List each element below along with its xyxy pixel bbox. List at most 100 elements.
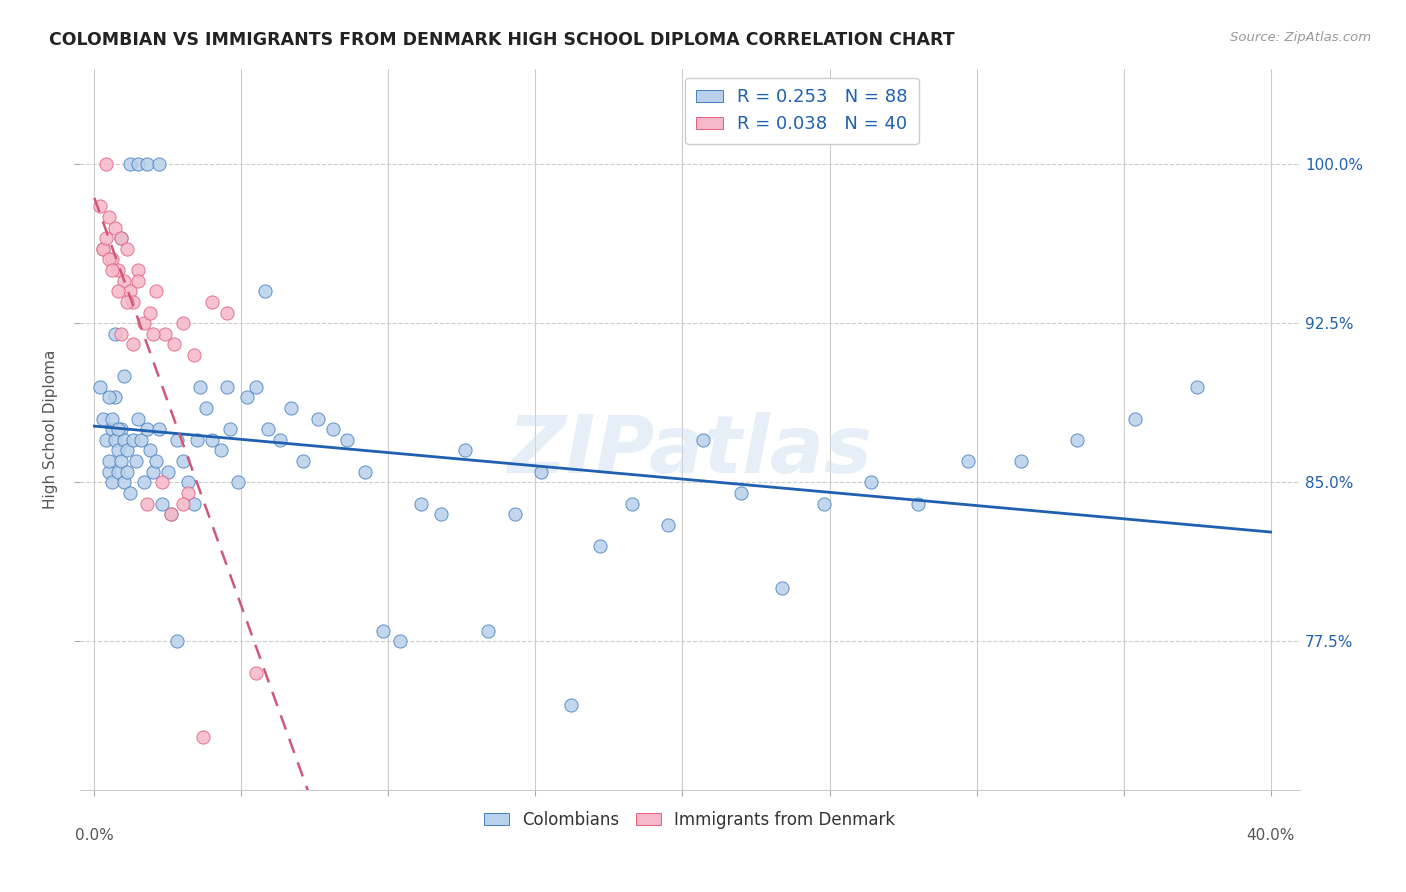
Text: Source: ZipAtlas.com: Source: ZipAtlas.com: [1230, 31, 1371, 45]
Point: [907, 496, 929, 510]
Point: [127, 263, 149, 277]
Y-axis label: High School Diploma: High School Diploma: [44, 350, 58, 509]
Point: [159, 507, 181, 521]
Point: [107, 443, 129, 458]
Point: [336, 433, 359, 447]
Point: [280, 401, 302, 415]
Point: [269, 433, 291, 447]
Point: [121, 433, 143, 447]
Point: [150, 496, 173, 510]
Point: [121, 337, 143, 351]
Point: [191, 730, 214, 744]
Point: [91, 242, 114, 256]
Point: [112, 475, 135, 490]
Point: [91, 242, 114, 256]
Point: [195, 401, 218, 415]
Point: [730, 486, 752, 500]
Point: [98, 210, 121, 224]
Point: [530, 465, 553, 479]
Point: [657, 517, 679, 532]
Point: [156, 465, 179, 479]
Point: [257, 422, 280, 436]
Point: [354, 465, 377, 479]
Point: [110, 422, 132, 436]
Point: [236, 391, 259, 405]
Point: [153, 326, 176, 341]
Point: [107, 285, 129, 299]
Point: [454, 443, 477, 458]
Point: [150, 475, 173, 490]
Point: [621, 496, 644, 510]
Point: [148, 422, 170, 436]
Point: [101, 252, 124, 267]
Point: [121, 294, 143, 309]
Point: [112, 369, 135, 384]
Point: [104, 391, 127, 405]
Point: [1010, 454, 1032, 468]
Point: [101, 475, 124, 490]
Point: [110, 326, 132, 341]
Point: [1066, 433, 1088, 447]
Point: [112, 433, 135, 447]
Point: [134, 316, 156, 330]
Point: [136, 496, 159, 510]
Point: [253, 285, 276, 299]
Point: [772, 582, 794, 596]
Point: [101, 422, 124, 436]
Text: 40.0%: 40.0%: [1247, 828, 1295, 843]
Point: [228, 475, 250, 490]
Point: [89, 199, 111, 213]
Point: [98, 454, 121, 468]
Point: [186, 433, 208, 447]
Point: [692, 433, 714, 447]
Point: [94, 157, 117, 171]
Point: [245, 380, 267, 394]
Point: [110, 231, 132, 245]
Point: [218, 422, 240, 436]
Point: [430, 507, 453, 521]
Point: [91, 411, 114, 425]
Point: [1185, 380, 1208, 394]
Point: [104, 326, 127, 341]
Point: [98, 391, 121, 405]
Point: [371, 624, 394, 638]
Point: [115, 294, 138, 309]
Point: [98, 465, 121, 479]
Point: [307, 411, 329, 425]
Point: [148, 157, 170, 171]
Point: [142, 465, 165, 479]
Point: [183, 348, 205, 362]
Point: [201, 433, 224, 447]
Point: [115, 465, 138, 479]
Point: [209, 443, 232, 458]
Point: [245, 666, 267, 681]
Point: [104, 220, 127, 235]
Point: [409, 496, 432, 510]
Point: [127, 157, 149, 171]
Point: [145, 285, 167, 299]
Point: [166, 634, 188, 648]
Point: [145, 454, 167, 468]
Point: [107, 422, 129, 436]
Point: [101, 263, 124, 277]
Point: [131, 433, 153, 447]
Point: [127, 274, 149, 288]
Point: [115, 443, 138, 458]
Point: [89, 380, 111, 394]
Point: [1123, 411, 1146, 425]
Point: [183, 496, 205, 510]
Point: [503, 507, 526, 521]
Point: [859, 475, 882, 490]
Point: [142, 326, 165, 341]
Point: [477, 624, 499, 638]
Point: [124, 454, 146, 468]
Point: [107, 263, 129, 277]
Point: [118, 157, 141, 171]
Point: [104, 433, 127, 447]
Point: [172, 454, 194, 468]
Point: [139, 443, 162, 458]
Point: [166, 433, 188, 447]
Text: COLOMBIAN VS IMMIGRANTS FROM DENMARK HIGH SCHOOL DIPLOMA CORRELATION CHART: COLOMBIAN VS IMMIGRANTS FROM DENMARK HIG…: [49, 31, 955, 49]
Point: [110, 231, 132, 245]
Point: [813, 496, 835, 510]
